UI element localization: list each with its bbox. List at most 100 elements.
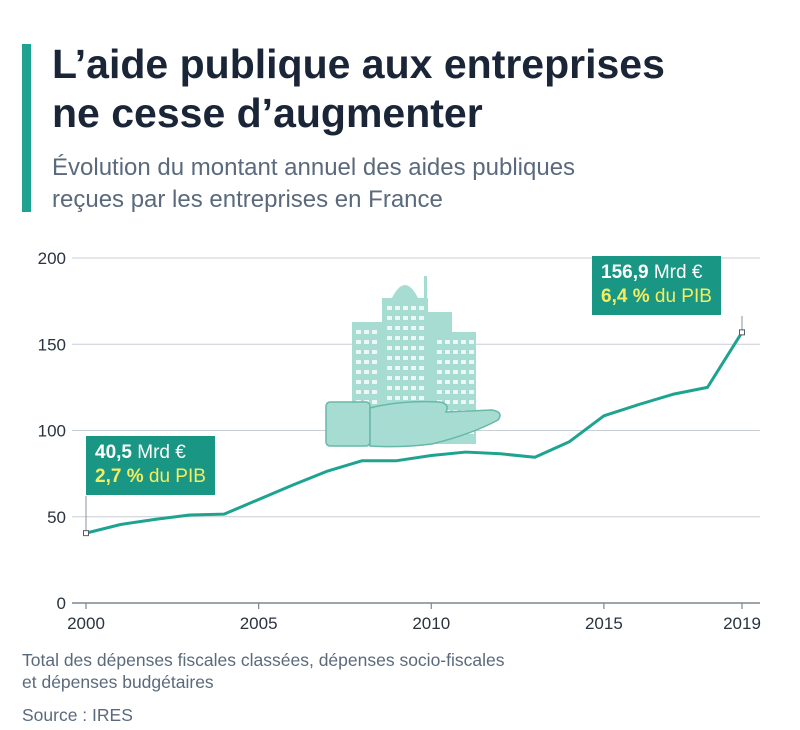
window bbox=[403, 396, 408, 400]
window bbox=[395, 396, 400, 400]
window bbox=[445, 340, 450, 344]
window bbox=[395, 336, 400, 340]
window bbox=[372, 340, 377, 344]
window bbox=[469, 350, 474, 354]
window bbox=[437, 350, 442, 354]
window bbox=[411, 326, 416, 330]
callout-end-pct: 6,4 % bbox=[601, 286, 650, 307]
window bbox=[364, 370, 369, 374]
window bbox=[372, 370, 377, 374]
callout-start-unit: Mrd € bbox=[137, 442, 186, 463]
y-tick-label: 150 bbox=[38, 335, 66, 354]
data-point bbox=[706, 386, 709, 389]
window bbox=[403, 336, 408, 340]
title-line-2: ne cesse d’augmenter bbox=[52, 90, 483, 136]
callout-end-unit: Mrd € bbox=[653, 262, 703, 283]
window bbox=[387, 326, 392, 330]
data-point bbox=[568, 440, 571, 443]
window bbox=[403, 346, 408, 350]
window bbox=[419, 336, 424, 340]
window bbox=[356, 370, 361, 374]
window bbox=[364, 390, 369, 394]
window bbox=[364, 340, 369, 344]
x-tick-label: 2015 bbox=[585, 614, 623, 633]
window bbox=[372, 360, 377, 364]
window bbox=[469, 370, 474, 374]
window bbox=[395, 326, 400, 330]
marker-start bbox=[83, 530, 89, 537]
window bbox=[411, 386, 416, 390]
window bbox=[372, 400, 377, 404]
data-point bbox=[395, 459, 398, 462]
building-antenna-icon bbox=[424, 276, 427, 298]
window bbox=[445, 380, 450, 384]
subtitle-line-1: Évolution du montant annuel des aides pu… bbox=[52, 154, 576, 181]
data-point bbox=[223, 513, 225, 515]
sleeve-icon bbox=[325, 401, 371, 447]
window bbox=[364, 350, 369, 354]
window bbox=[437, 360, 442, 364]
window bbox=[461, 370, 466, 374]
window bbox=[437, 390, 442, 394]
window bbox=[364, 380, 369, 384]
window bbox=[453, 400, 458, 404]
window bbox=[419, 346, 424, 350]
window bbox=[419, 376, 424, 380]
window bbox=[356, 350, 361, 354]
window bbox=[372, 390, 377, 394]
marker-end bbox=[739, 329, 745, 336]
window bbox=[372, 330, 377, 334]
window bbox=[419, 386, 424, 390]
callout-end-value: 156,9 bbox=[601, 262, 649, 283]
data-point bbox=[637, 403, 640, 406]
window bbox=[453, 360, 458, 364]
window bbox=[403, 356, 408, 360]
window bbox=[395, 306, 400, 310]
data-point bbox=[499, 452, 502, 455]
window bbox=[461, 400, 466, 404]
data-point bbox=[154, 518, 156, 521]
window bbox=[403, 306, 408, 310]
window bbox=[445, 400, 450, 404]
window bbox=[453, 390, 458, 394]
window bbox=[372, 380, 377, 384]
data-point bbox=[119, 523, 122, 526]
window bbox=[411, 306, 416, 310]
window bbox=[461, 380, 466, 384]
window bbox=[387, 306, 392, 310]
window bbox=[445, 390, 450, 394]
window bbox=[453, 350, 458, 354]
page-subtitle: Évolution du montant annuel des aides pu… bbox=[52, 152, 752, 216]
window bbox=[461, 340, 466, 344]
window bbox=[403, 316, 408, 320]
window bbox=[461, 390, 466, 394]
data-point bbox=[430, 454, 433, 457]
callout-start-value: 40,5 bbox=[95, 442, 132, 463]
y-tick-label: 200 bbox=[38, 249, 66, 268]
data-point bbox=[326, 470, 329, 472]
source-note: Source : IRES bbox=[22, 705, 133, 725]
end-markers bbox=[83, 316, 745, 537]
series-line bbox=[84, 330, 744, 535]
window bbox=[461, 350, 466, 354]
callout-start-pct: 2,7 % bbox=[95, 466, 144, 487]
x-tick-label: 2005 bbox=[240, 614, 278, 633]
window bbox=[419, 306, 424, 310]
window bbox=[437, 380, 442, 384]
window bbox=[461, 360, 466, 364]
window bbox=[411, 356, 416, 360]
window bbox=[411, 316, 416, 320]
data-point bbox=[603, 415, 605, 417]
window bbox=[453, 370, 458, 374]
window bbox=[364, 360, 369, 364]
footnote: Total des dépenses fiscales classées, dé… bbox=[22, 649, 782, 693]
window bbox=[437, 340, 442, 344]
window bbox=[419, 326, 424, 330]
title-accent-bar bbox=[22, 44, 31, 212]
window bbox=[387, 336, 392, 340]
callout-end-pct-label: du PIB bbox=[654, 286, 712, 307]
window bbox=[419, 356, 424, 360]
y-tick-label: 50 bbox=[47, 508, 66, 527]
window bbox=[437, 370, 442, 374]
callout-2019: 156,9 Mrd € 6,4 % du PIB bbox=[592, 256, 721, 315]
